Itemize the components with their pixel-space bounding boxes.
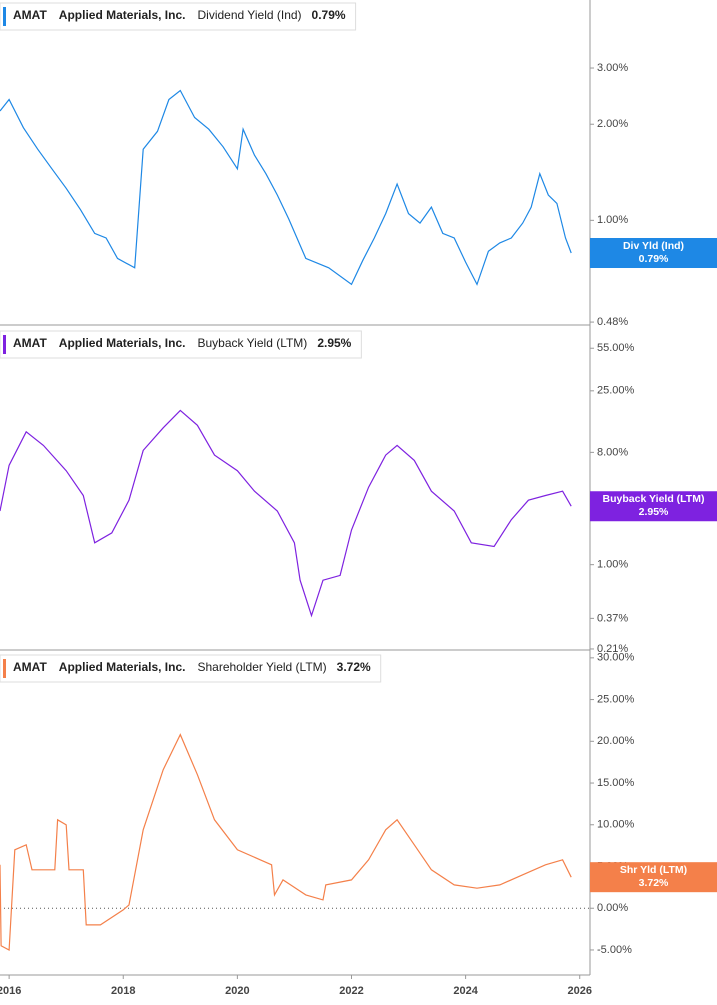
y-tick-label: 30.00% xyxy=(597,652,635,664)
y-tick-label: 8.00% xyxy=(597,446,628,458)
legend-company: Applied Materials, Inc. xyxy=(59,8,186,22)
y-tick-label: 0.48% xyxy=(597,316,628,328)
x-tick-label: 2020 xyxy=(225,985,249,997)
badge-value: 2.95% xyxy=(639,506,669,518)
legend-metric: Shareholder Yield (LTM) xyxy=(197,660,326,674)
series-line xyxy=(0,409,572,618)
y-tick-label: 0.00% xyxy=(597,902,628,914)
x-tick-label: 2024 xyxy=(453,985,478,997)
legend-box xyxy=(0,654,382,683)
legend-metric: Buyback Yield (LTM) xyxy=(197,336,307,350)
value-badge xyxy=(590,491,717,522)
legend-swatch xyxy=(3,335,6,354)
legend-company: Applied Materials, Inc. xyxy=(59,660,186,674)
legend-ticker: AMAT xyxy=(13,336,47,350)
x-tick-label: 2018 xyxy=(111,985,135,997)
y-tick-label: 55.00% xyxy=(597,342,635,354)
legend-swatch xyxy=(3,7,6,26)
value-badge xyxy=(590,238,717,269)
legend-ticker: AMAT xyxy=(13,660,47,674)
legend-metric: Dividend Yield (Ind) xyxy=(197,8,301,22)
badge-label: Div Yld (Ind) xyxy=(623,240,684,252)
series-line xyxy=(0,733,572,951)
legend-value: 0.79% xyxy=(312,8,346,22)
y-tick-label: 1.00% xyxy=(597,559,628,571)
y-tick-label: 20.00% xyxy=(597,735,635,747)
y-tick-label: 25.00% xyxy=(597,693,635,705)
x-tick-label: 2026 xyxy=(567,985,591,997)
legend-ticker: AMAT xyxy=(13,8,47,22)
legend-box xyxy=(0,330,362,359)
legend-value: 2.95% xyxy=(317,336,351,350)
badge-value: 3.72% xyxy=(639,877,669,889)
badge-value: 0.79% xyxy=(639,253,669,265)
y-tick-label: 1.00% xyxy=(597,214,628,226)
badge-label: Buyback Yield (LTM) xyxy=(603,493,705,505)
y-tick-label: 25.00% xyxy=(597,385,635,397)
y-tick-label: 0.21% xyxy=(597,643,628,655)
value-badge xyxy=(590,862,717,893)
y-tick-label: 2.00% xyxy=(597,118,628,130)
legend-value: 3.72% xyxy=(337,660,371,674)
legend-company: Applied Materials, Inc. xyxy=(59,336,186,350)
legend-swatch xyxy=(3,659,6,678)
badge-label: Shr Yld (LTM) xyxy=(620,864,687,876)
y-tick-label: -5.00% xyxy=(597,944,632,956)
series-line xyxy=(0,89,572,286)
x-tick-label: 2022 xyxy=(339,985,363,997)
y-tick-label: 3.00% xyxy=(597,62,628,74)
x-tick-label: 2016 xyxy=(0,985,21,997)
legend-box xyxy=(0,2,357,31)
y-tick-label: 10.00% xyxy=(597,819,635,831)
y-tick-label: 15.00% xyxy=(597,777,635,789)
y-tick-label: 0.37% xyxy=(597,612,628,624)
